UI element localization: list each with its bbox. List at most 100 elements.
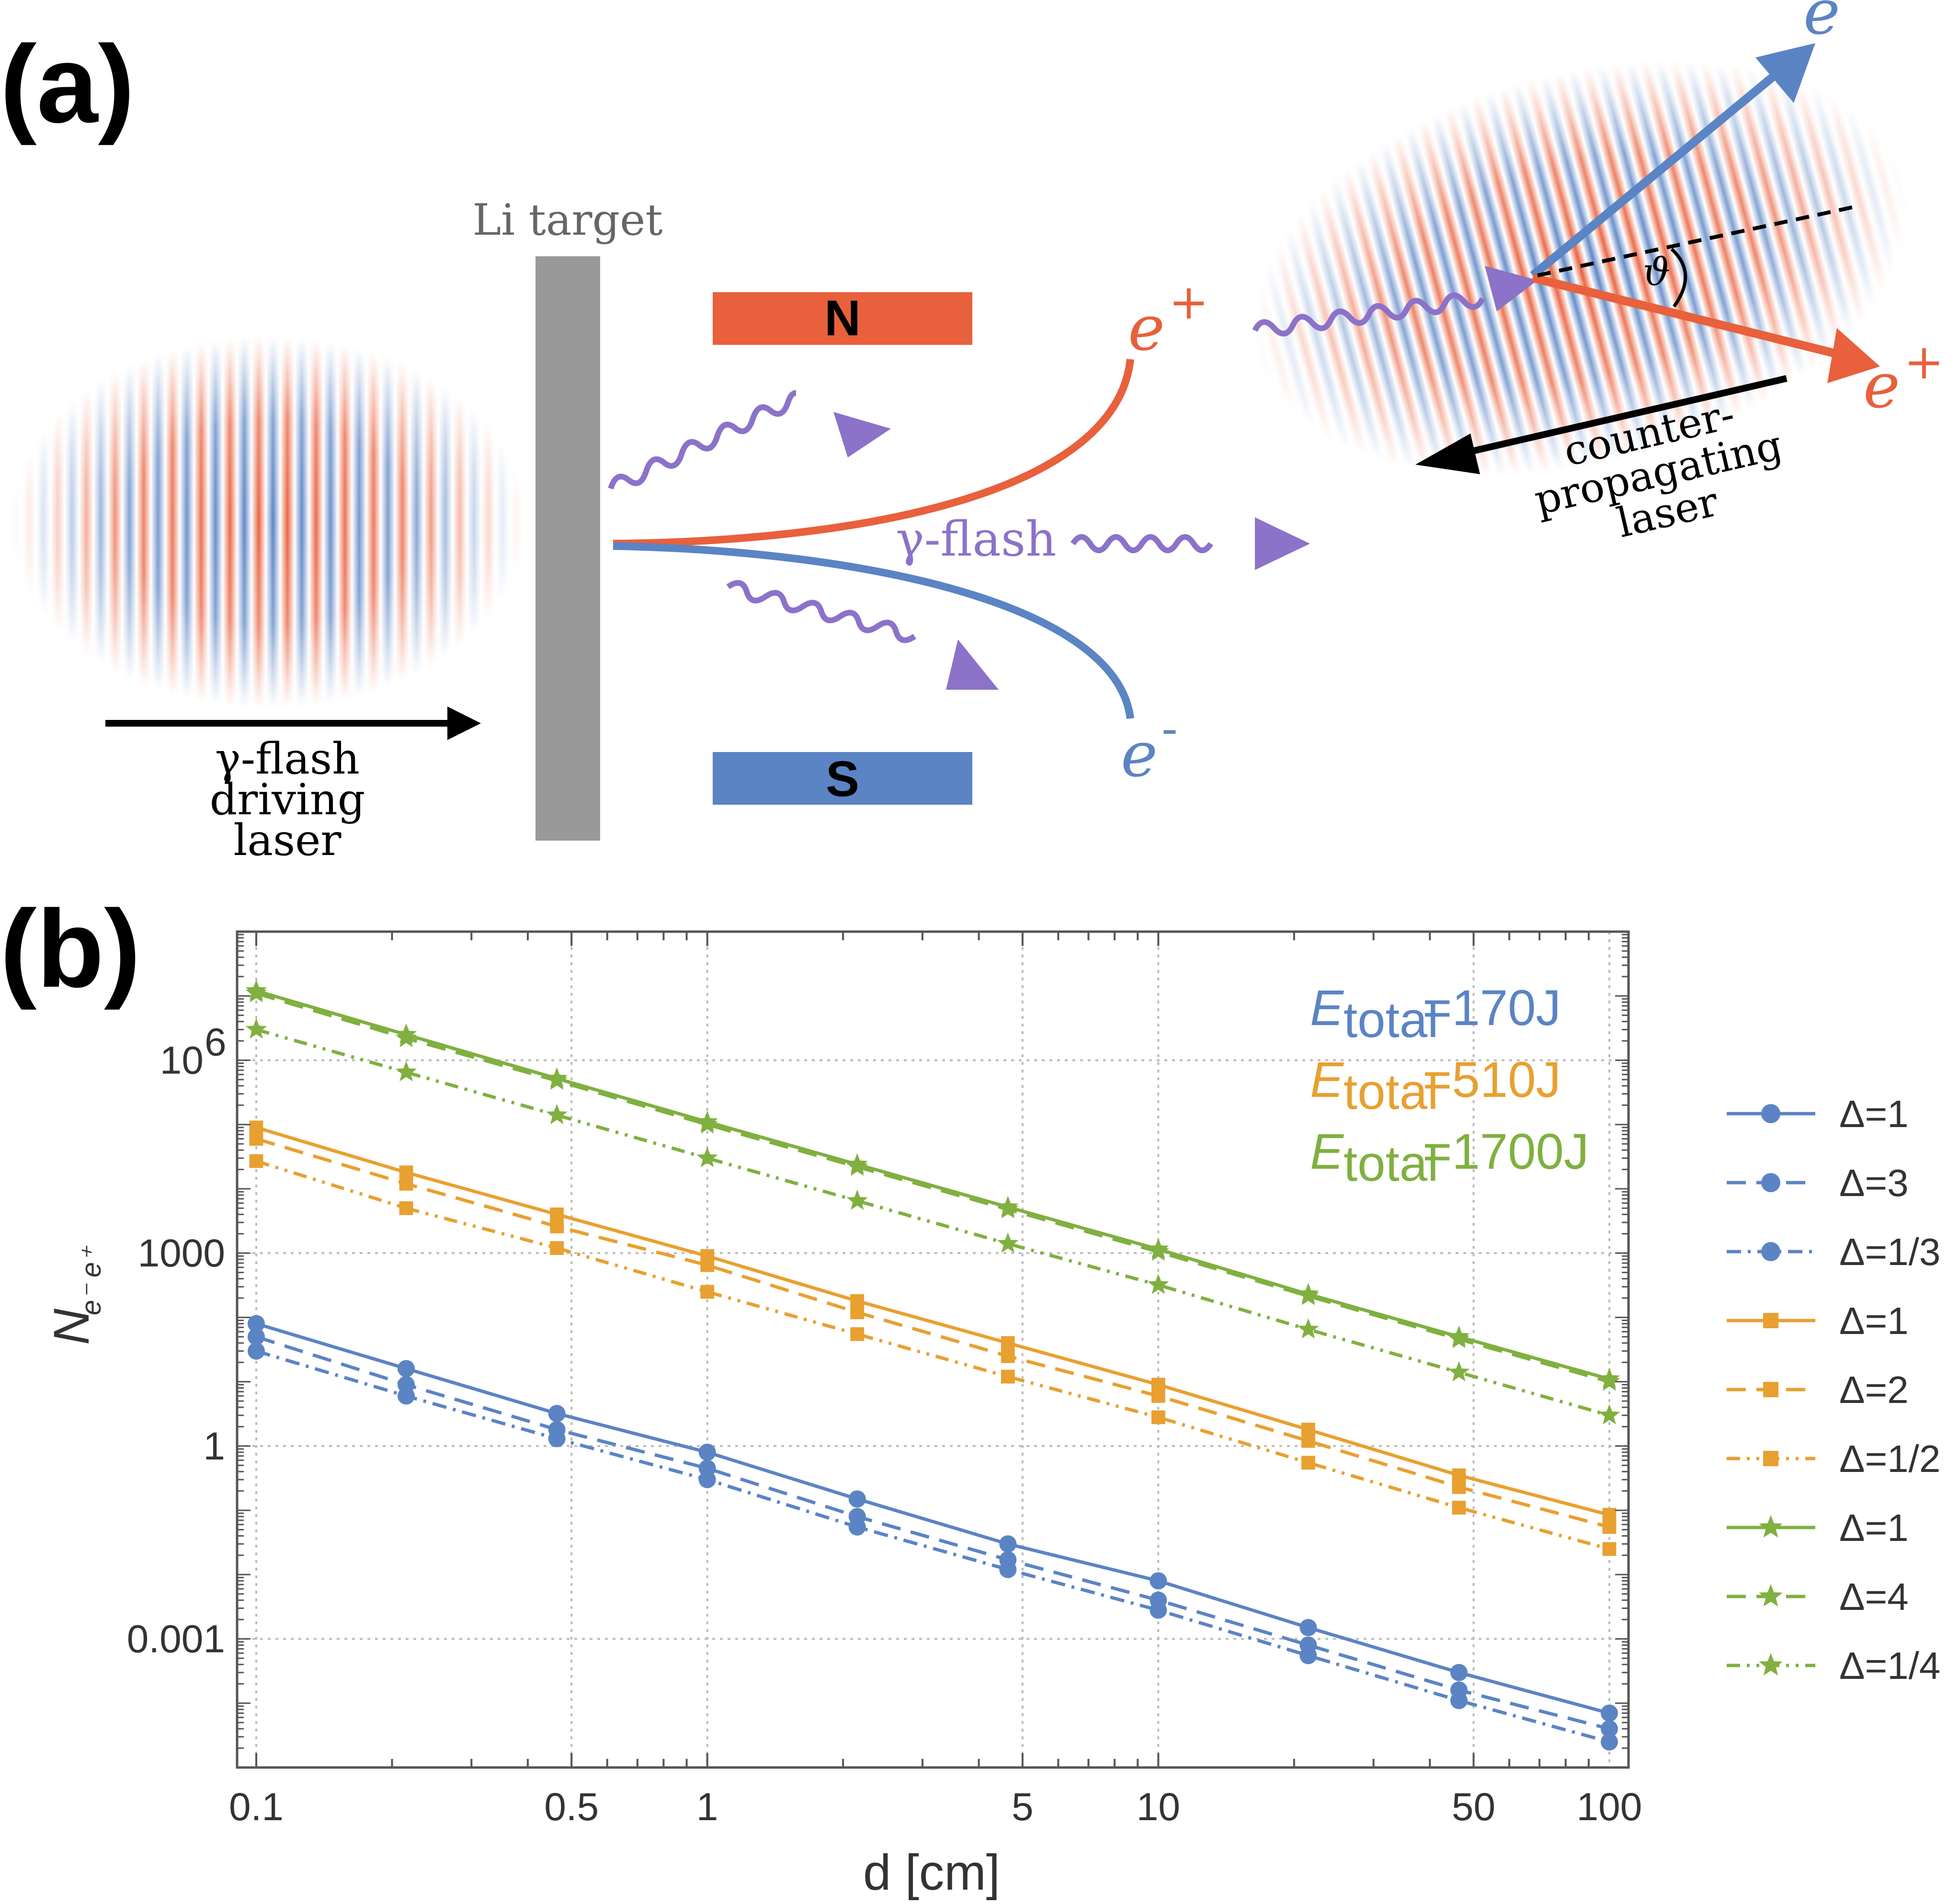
data-point-circle <box>398 1387 415 1405</box>
data-point-square <box>1452 1501 1466 1515</box>
data-point-circle <box>1150 1572 1167 1590</box>
energy-annotation-170-sub: total <box>1344 992 1438 1048</box>
energy-annotation-510-sub: total <box>1344 1064 1438 1120</box>
data-point-circle <box>999 1561 1017 1578</box>
data-point-star <box>245 982 267 1003</box>
energy-annotation-1700: E total =1700J <box>1310 1124 1589 1192</box>
series-line <box>255 1349 1610 1744</box>
magnet-north <box>713 292 972 345</box>
data-point-circle <box>848 1490 866 1508</box>
energy-annotation-1700-symbol: E <box>1310 1124 1344 1180</box>
data-point-star <box>1598 1404 1620 1425</box>
target-label: Li target <box>472 195 662 245</box>
legend-entry: Δ=4 <box>1727 1575 1909 1618</box>
legend-label: Δ=1/2 <box>1839 1437 1940 1480</box>
series-line <box>256 989 1610 1381</box>
data-point-star <box>1448 1328 1470 1348</box>
outgoing-electron-arrowhead <box>1755 43 1815 103</box>
data-point-star <box>696 1113 718 1134</box>
series-0 <box>248 1315 1618 1722</box>
outgoing-positron-line <box>1531 274 1841 359</box>
li-target <box>535 256 600 841</box>
legend-entry: Δ=2 <box>1727 1368 1909 1411</box>
data-point-circle <box>248 1342 265 1360</box>
data-point-square <box>399 1201 413 1215</box>
data-point-star <box>546 1104 568 1124</box>
data-point-square <box>1763 1313 1778 1328</box>
data-point-star <box>245 1018 267 1039</box>
magnet-south-label: S <box>826 751 859 807</box>
data-point-star <box>1598 1370 1620 1391</box>
series-1 <box>248 1328 1618 1738</box>
x-tick-label: 10 <box>1137 1785 1180 1829</box>
data-point-star <box>1759 1584 1783 1607</box>
angle-arc <box>1670 248 1687 308</box>
data-point-star <box>1759 1653 1783 1676</box>
x-axis-label: d [cm] <box>863 1845 1000 1901</box>
x-tick-label: 50 <box>1452 1785 1495 1829</box>
data-point-circle <box>1761 1104 1780 1123</box>
data-point-square <box>1763 1382 1778 1397</box>
y-axis-label: N e⁻ e⁺ <box>44 1245 107 1345</box>
legend-label: Δ=3 <box>1839 1162 1909 1204</box>
energy-annotation-170-value: =170J <box>1423 980 1561 1036</box>
data-point-circle <box>548 1405 566 1423</box>
legend-label: Δ=1 <box>1839 1093 1909 1135</box>
y-axis-label-main: N <box>44 1309 100 1345</box>
legend-label: Δ=1/3 <box>1839 1231 1940 1273</box>
data-point-star <box>1148 1240 1169 1261</box>
counter-laser-pulse <box>1206 0 1956 545</box>
data-point-square <box>1452 1468 1466 1482</box>
data-point-square <box>550 1241 564 1255</box>
data-point-square <box>1602 1542 1617 1556</box>
data-point-circle <box>1450 1692 1468 1710</box>
gamma-flash-label: γ-flash <box>896 511 1057 567</box>
positron-sup: + <box>1169 274 1209 330</box>
gamma-flash-arrowhead <box>1255 517 1310 570</box>
data-point-circle <box>1299 1619 1317 1636</box>
photon-wave-up <box>608 390 797 490</box>
energy-annotation-1700-sub: total <box>1344 1136 1438 1192</box>
data-point-square <box>249 1154 263 1168</box>
legend-entry: Δ=1 <box>1727 1506 1909 1549</box>
data-point-star <box>1298 1318 1319 1339</box>
data-point-square <box>1763 1451 1778 1466</box>
x-tick-label: 5 <box>1012 1785 1034 1829</box>
data-point-star <box>1448 1361 1470 1381</box>
data-point-star <box>997 1232 1019 1253</box>
data-point-star <box>1148 1274 1169 1294</box>
angle-label: ϑ <box>1643 250 1670 294</box>
outgoing-positron-label: e <box>1863 349 1900 422</box>
panel-a-label: (a) <box>0 23 135 146</box>
legend-label: Δ=1 <box>1839 1300 1909 1342</box>
y-tick-label: 10 <box>160 1038 204 1082</box>
data-point-square <box>1001 1349 1015 1363</box>
data-point-circle <box>1761 1173 1780 1192</box>
data-point-square <box>1602 1520 1617 1534</box>
data-point-star <box>1759 1515 1783 1538</box>
legend-entry: Δ=1/3 <box>1727 1231 1940 1273</box>
data-point-circle <box>1601 1720 1618 1738</box>
data-point-square <box>1602 1508 1617 1522</box>
outgoing-positron-sup: + <box>1904 334 1944 390</box>
electron-sup: - <box>1162 700 1178 756</box>
energy-annotation-170-symbol: E <box>1310 980 1344 1036</box>
electron-label: e <box>1121 718 1158 791</box>
data-point-circle <box>1601 1733 1618 1751</box>
data-point-star <box>1298 1285 1319 1305</box>
data-point-circle <box>698 1471 716 1489</box>
data-point-circle <box>1761 1242 1780 1261</box>
legend-label: Δ=1 <box>1839 1506 1909 1549</box>
incoming-photon-wave <box>1252 292 1485 337</box>
y-tick-label-exponent: 6 <box>205 1020 227 1064</box>
x-tick-label: 100 <box>1577 1785 1642 1829</box>
data-point-star <box>546 1069 568 1090</box>
photon-arrowhead-down <box>946 639 999 690</box>
driving-laser-pulse <box>10 335 527 709</box>
outgoing-electron-label: e <box>1803 0 1840 48</box>
series-line <box>255 1159 1610 1551</box>
data-point-star <box>395 1027 417 1048</box>
series-line <box>255 1335 1610 1731</box>
